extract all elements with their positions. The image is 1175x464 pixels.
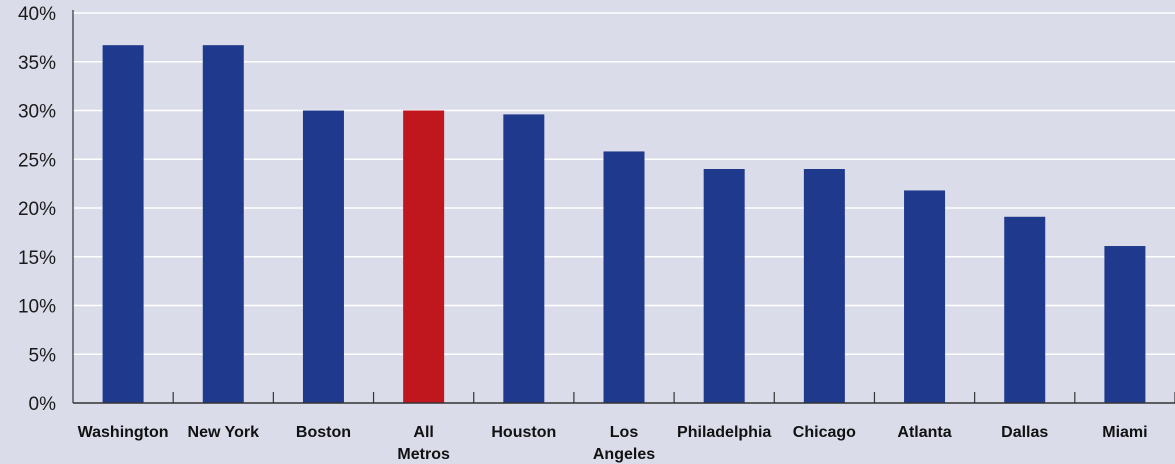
bar <box>503 114 545 404</box>
bar <box>1104 246 1146 403</box>
bar <box>1004 216 1046 403</box>
y-tick-label: 0% <box>29 394 57 415</box>
x-tick-label: Houston <box>491 424 556 441</box>
bar <box>703 169 745 403</box>
bar <box>803 169 845 403</box>
y-tick-label: 15% <box>18 248 56 269</box>
x-tick-label: Miami <box>1102 424 1147 441</box>
x-tick-label: Dallas <box>1001 424 1048 441</box>
y-tick-label: 20% <box>18 199 56 220</box>
x-tick-label: Angeles <box>593 446 655 463</box>
bar <box>102 45 144 404</box>
x-tick-label: Los <box>610 424 639 441</box>
x-tick-label: Philadelphia <box>677 424 771 441</box>
bar-highlight <box>403 110 445 403</box>
bar <box>302 110 344 403</box>
bar <box>603 151 645 403</box>
y-tick-label: 5% <box>29 345 57 366</box>
x-tick-label: All <box>413 424 433 441</box>
axes <box>72 10 1175 404</box>
y-tick-label: 25% <box>18 150 56 171</box>
bar <box>202 45 244 404</box>
y-tick-label: 40% <box>18 4 56 25</box>
y-tick-label: 35% <box>18 53 56 74</box>
x-tick-label: Chicago <box>793 424 856 441</box>
y-tick-labels: 0% 5% 10% 15% 20% 25% 30% 35% 40% <box>18 4 56 415</box>
x-tick-label: Metros <box>397 446 450 463</box>
x-tick-label: Boston <box>296 424 351 441</box>
bar <box>904 190 946 403</box>
y-tick-label: 10% <box>18 297 56 318</box>
x-tick-label: Washington <box>78 424 169 441</box>
x-tick-label: New York <box>188 424 260 441</box>
x-tick-labels: Washington New York Boston All Metros Houston… <box>78 424 1148 463</box>
x-tick-label: Atlanta <box>897 424 951 441</box>
y-tick-label: 30% <box>18 102 56 123</box>
bars <box>102 45 1146 404</box>
